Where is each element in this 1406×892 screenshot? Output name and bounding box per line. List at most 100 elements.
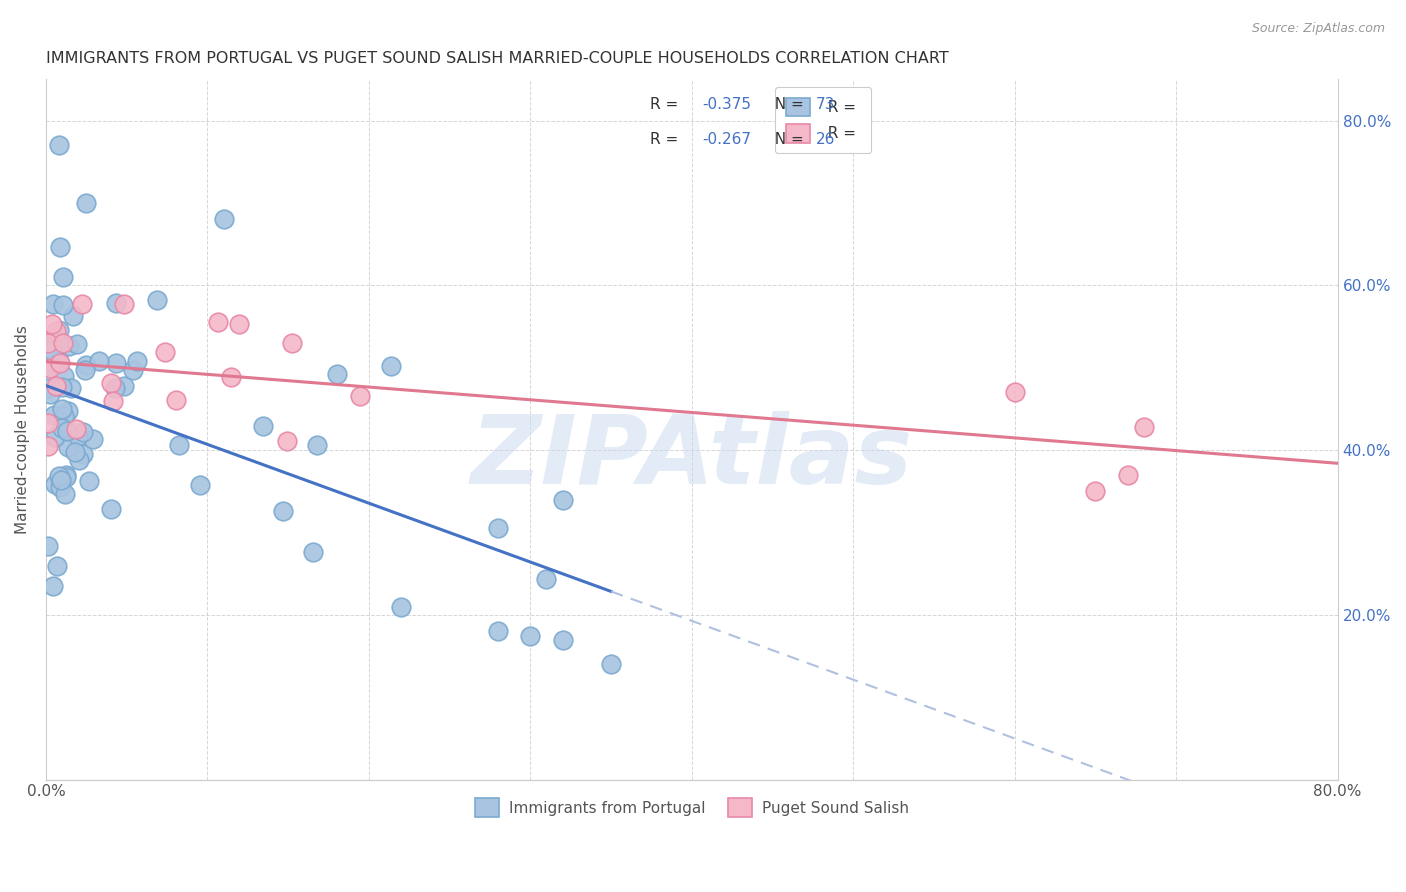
Point — [42, 579, 65, 593]
Point — [45, 378, 67, 392]
Point — [41, 317, 63, 331]
Text: Source: ZipAtlas.com: Source: ZipAtlas.com — [1251, 22, 1385, 36]
Point — [75, 195, 97, 210]
Point — [104, 381, 127, 395]
Point — [1133, 419, 1156, 434]
Point — [100, 376, 122, 391]
Point — [519, 629, 541, 643]
Point — [349, 389, 371, 403]
Point — [48, 353, 70, 368]
Point — [165, 392, 187, 407]
Point — [51, 421, 73, 435]
Text: ZIPAtlas: ZIPAtlas — [471, 411, 912, 504]
Point — [41, 343, 63, 358]
Point — [212, 212, 235, 227]
Text: R =: R = — [651, 97, 683, 112]
Point — [52, 409, 75, 424]
Point — [48, 240, 70, 254]
Text: 26: 26 — [815, 132, 835, 147]
Point — [1116, 467, 1139, 482]
Text: IMMIGRANTS FROM PORTUGAL VS PUGET SOUND SALISH MARRIED-COUPLE HOUSEHOLDS CORRELA: IMMIGRANTS FROM PORTUGAL VS PUGET SOUND … — [46, 51, 949, 66]
Point — [82, 432, 104, 446]
Text: 73: 73 — [815, 97, 835, 112]
Point — [104, 295, 127, 310]
Point — [63, 445, 86, 459]
Point — [37, 359, 59, 373]
Point — [55, 422, 77, 436]
Point — [65, 422, 87, 436]
Y-axis label: Married-couple Households: Married-couple Households — [15, 325, 30, 534]
Point — [75, 363, 97, 377]
Point — [53, 487, 76, 501]
Point — [101, 394, 124, 409]
Point — [44, 476, 66, 491]
Point — [55, 470, 77, 484]
Point — [59, 381, 82, 395]
Legend: Immigrants from Portugal, Puget Sound Salish: Immigrants from Portugal, Puget Sound Sa… — [467, 790, 917, 824]
Text: -0.375: -0.375 — [702, 97, 751, 112]
Point — [48, 323, 70, 337]
Point — [486, 624, 509, 639]
Point — [70, 297, 93, 311]
Point — [55, 468, 77, 483]
Point — [188, 477, 211, 491]
Point — [305, 438, 328, 452]
Point — [45, 330, 67, 344]
Point — [52, 269, 75, 284]
Point — [62, 310, 84, 324]
Point — [48, 138, 70, 153]
Point — [37, 335, 59, 350]
Point — [551, 632, 574, 647]
Point — [122, 363, 145, 377]
Point — [1084, 483, 1107, 498]
Point — [153, 344, 176, 359]
Text: N =: N = — [765, 97, 808, 112]
Point — [67, 429, 90, 443]
Point — [53, 368, 76, 383]
Point — [228, 317, 250, 331]
Point — [389, 599, 412, 614]
Point — [380, 359, 402, 373]
Point — [72, 447, 94, 461]
Point — [325, 368, 347, 382]
Point — [219, 370, 242, 384]
Point — [37, 381, 59, 395]
Point — [271, 504, 294, 518]
Point — [127, 353, 149, 368]
Point — [51, 473, 73, 487]
Point — [58, 339, 80, 353]
Point — [45, 324, 67, 338]
Text: -0.267: -0.267 — [702, 132, 751, 147]
Point — [66, 336, 89, 351]
Point — [252, 418, 274, 433]
Point — [56, 424, 79, 438]
Point — [536, 572, 558, 586]
Point — [49, 356, 72, 370]
Point — [600, 657, 623, 672]
Point — [39, 387, 62, 401]
Point — [72, 425, 94, 439]
Point — [52, 298, 75, 312]
Point — [42, 408, 65, 422]
Point — [486, 521, 509, 535]
Point — [39, 360, 62, 375]
Point — [52, 335, 75, 350]
Point — [45, 558, 67, 573]
Point — [37, 416, 59, 430]
Point — [112, 296, 135, 310]
Point — [37, 539, 59, 553]
Point — [58, 404, 80, 418]
Point — [104, 356, 127, 370]
Point — [49, 480, 72, 494]
Point — [146, 293, 169, 307]
Point — [56, 440, 79, 454]
Point — [551, 493, 574, 508]
Point — [100, 501, 122, 516]
Point — [67, 452, 90, 467]
Point — [207, 316, 229, 330]
Point — [48, 469, 70, 483]
Point — [302, 545, 325, 559]
Text: R =: R = — [651, 132, 683, 147]
Point — [44, 430, 66, 444]
Text: N =: N = — [765, 132, 808, 147]
